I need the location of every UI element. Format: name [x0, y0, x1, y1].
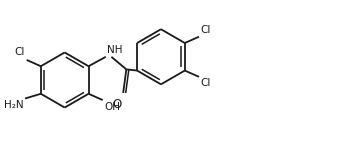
- Text: Cl: Cl: [201, 25, 211, 35]
- Text: Cl: Cl: [201, 78, 211, 88]
- Text: NH: NH: [107, 45, 122, 55]
- Text: Cl: Cl: [15, 47, 25, 57]
- Text: OH: OH: [104, 102, 120, 112]
- Text: H₂N: H₂N: [4, 100, 24, 110]
- Text: O: O: [112, 98, 121, 111]
